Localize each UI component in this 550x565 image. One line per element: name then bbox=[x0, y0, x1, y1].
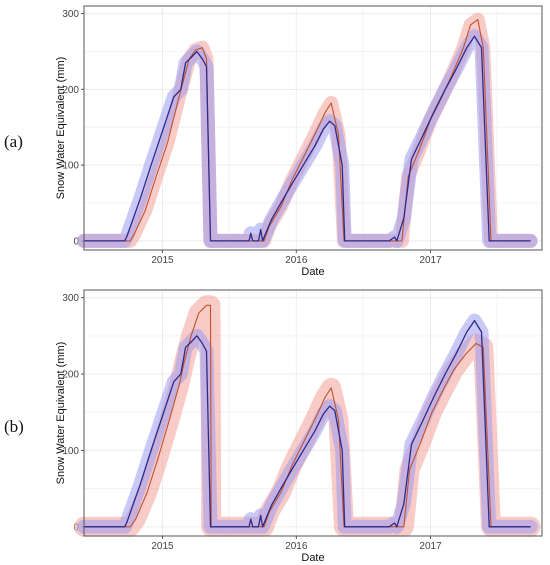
observed-swe-line bbox=[84, 319, 531, 528]
observed-swe-line bbox=[84, 35, 531, 242]
panel-label-b: (b) bbox=[4, 417, 24, 436]
y-tick-label: 200 bbox=[62, 370, 79, 381]
panel-border bbox=[83, 5, 543, 251]
y-tick-label: 0 bbox=[73, 236, 79, 247]
modeled-swe-line bbox=[84, 19, 531, 242]
x-tick-label: 2017 bbox=[419, 255, 442, 266]
panel-border bbox=[83, 289, 543, 537]
x-tick-label: 2016 bbox=[285, 255, 308, 266]
x-tick-label: 2015 bbox=[151, 255, 174, 266]
x-tick-label: 2017 bbox=[419, 541, 442, 552]
modeled-swe-line bbox=[84, 304, 531, 528]
y-axis-title: Snow Water Equivalent (mm) bbox=[55, 342, 67, 485]
y-tick-label: 300 bbox=[62, 293, 79, 304]
y-axis-title: Snow Water Equivalent (mm) bbox=[55, 57, 67, 200]
x-axis-title: Date bbox=[301, 552, 324, 564]
y-tick-label: 200 bbox=[62, 85, 79, 96]
x-axis-title: Date bbox=[301, 266, 324, 278]
x-tick-label: 2016 bbox=[285, 541, 308, 552]
swe-chart-panel: 0 100 200 300 2015 2016 2017 Date Snow Water Equ… bbox=[55, 5, 543, 278]
y-tick-label: 100 bbox=[62, 446, 79, 457]
y-tick-label: 100 bbox=[62, 161, 79, 172]
panel-label-a: (a) bbox=[4, 132, 23, 151]
x-tick-label: 2015 bbox=[151, 541, 174, 552]
y-tick-label: 300 bbox=[62, 9, 79, 20]
